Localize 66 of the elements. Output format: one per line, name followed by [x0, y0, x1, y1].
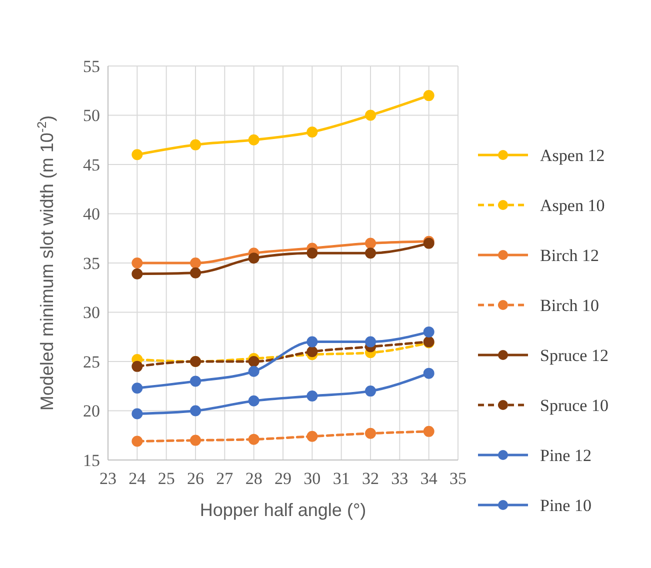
point — [132, 268, 143, 280]
y-tick-label: 20 — [83, 402, 100, 421]
point — [248, 134, 260, 146]
x-tick-label: 23 — [100, 469, 116, 488]
legend-label: Aspen 12 — [540, 146, 605, 165]
x-tick-label: 28 — [245, 469, 262, 488]
y-tick-label: 45 — [83, 155, 100, 174]
point — [190, 139, 201, 150]
x-tick-label: 30 — [304, 469, 321, 488]
point — [248, 395, 260, 406]
x-tick-label: 27 — [216, 469, 234, 488]
y-tick-label: 25 — [83, 352, 100, 372]
point — [365, 336, 376, 348]
x-tick-label: 35 — [450, 469, 466, 488]
x-tick-label: 33 — [391, 469, 408, 488]
x-tick-label: 26 — [187, 469, 204, 488]
point — [132, 408, 143, 420]
point — [248, 356, 260, 367]
y-tick-label: 30 — [83, 303, 100, 322]
point — [132, 258, 143, 268]
point — [423, 368, 434, 379]
point — [306, 430, 318, 442]
point — [248, 366, 260, 377]
point — [190, 376, 201, 387]
point — [423, 90, 434, 102]
point — [365, 386, 376, 397]
point — [365, 248, 376, 259]
point — [190, 434, 201, 446]
x-tick-label: 24 — [128, 469, 146, 488]
legend-label: Spruce 10 — [540, 396, 608, 415]
point — [306, 248, 318, 259]
point — [190, 258, 201, 268]
point — [306, 336, 318, 348]
point — [423, 426, 434, 437]
point — [306, 390, 318, 402]
y-tick-label: 40 — [83, 204, 100, 224]
legend-label: Pine 10 — [540, 496, 592, 515]
point — [365, 238, 376, 249]
x-axis-title: Hopper half angle (°) — [200, 500, 366, 520]
x-tick-label: 34 — [420, 469, 438, 488]
y-tick-label: 15 — [83, 450, 100, 470]
point — [306, 346, 318, 358]
y-tick-label: 55 — [83, 56, 100, 76]
point — [365, 428, 376, 439]
point — [423, 326, 434, 338]
point — [190, 405, 201, 416]
legend-label: Aspen 10 — [540, 196, 605, 215]
point — [306, 126, 318, 138]
legend-label: Birch 10 — [540, 296, 600, 315]
x-tick-label: 31 — [332, 469, 350, 488]
legend-label: Spruce 12 — [540, 346, 608, 365]
x-tick-label: 32 — [362, 469, 379, 488]
x-tick-label: 29 — [274, 469, 292, 488]
point — [132, 382, 143, 394]
y-tick-label: 50 — [83, 106, 100, 126]
point — [132, 149, 143, 160]
legend-label: Birch 12 — [540, 246, 600, 265]
y-tick-label: 35 — [83, 254, 100, 273]
point — [248, 434, 260, 445]
legend-label: Pine 12 — [540, 446, 592, 465]
point — [132, 436, 143, 447]
point — [132, 360, 143, 372]
point — [190, 267, 201, 278]
point — [365, 110, 376, 121]
point — [248, 252, 260, 264]
x-tick-label: 25 — [158, 469, 175, 488]
